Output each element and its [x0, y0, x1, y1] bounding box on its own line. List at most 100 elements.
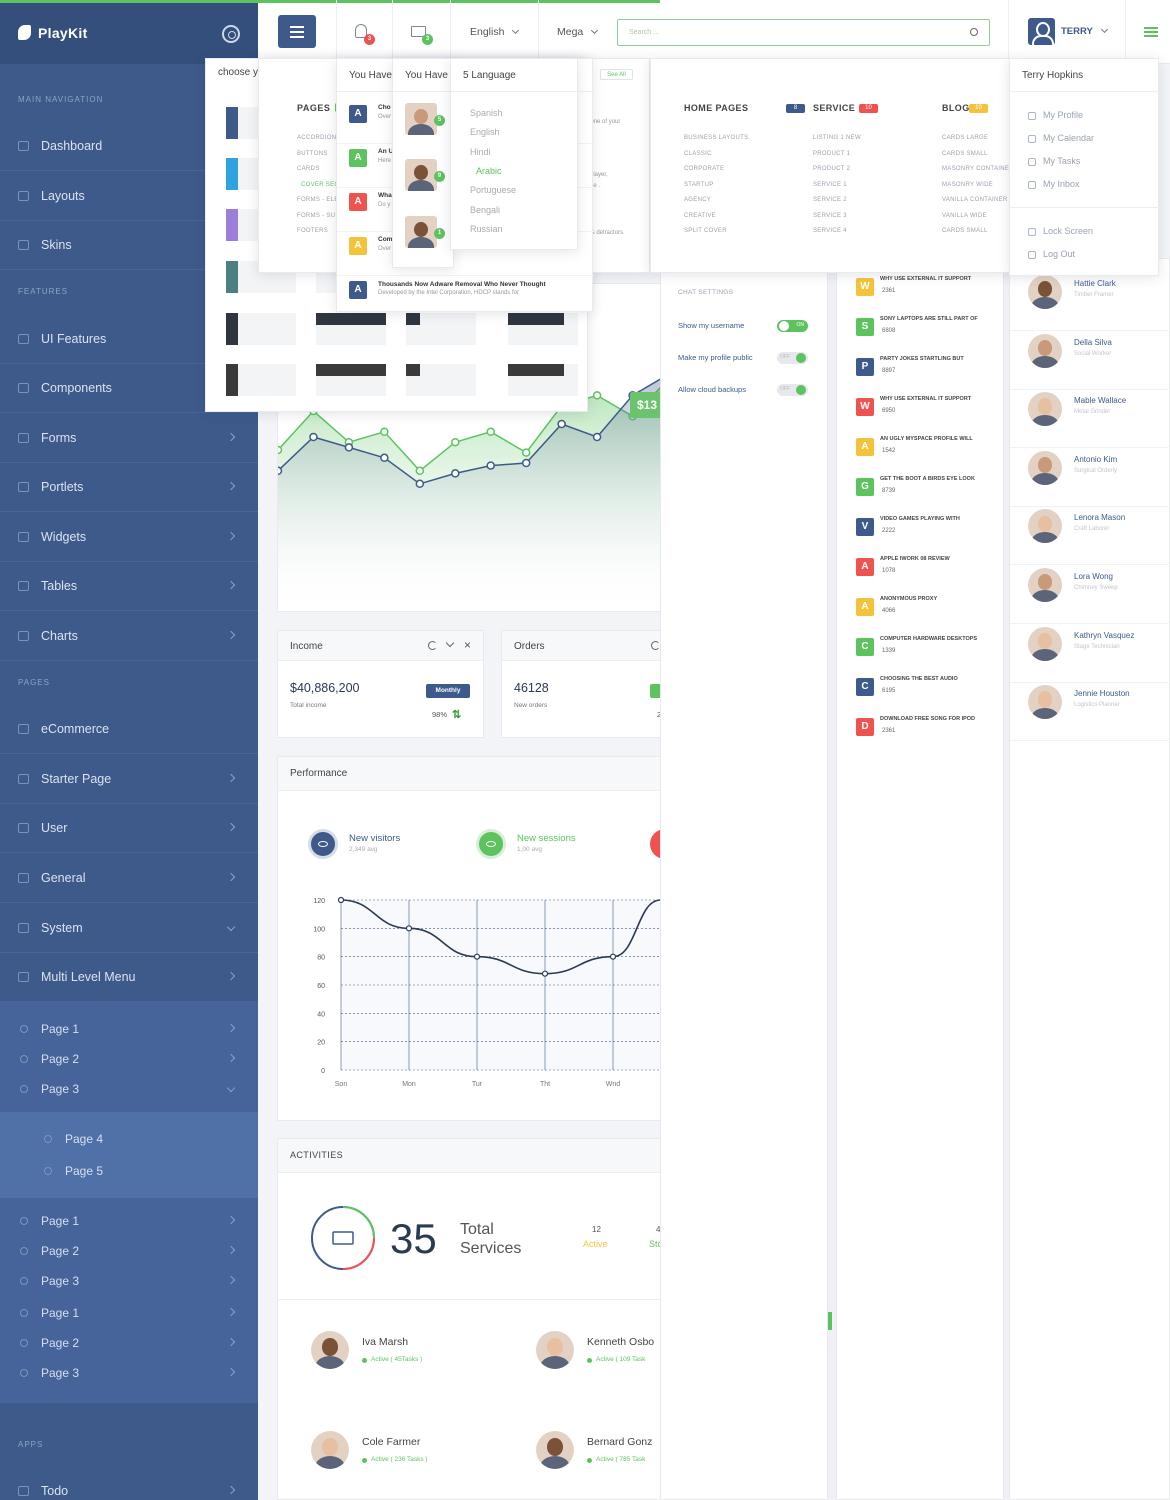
right-panel-toggle-icon[interactable]	[1144, 27, 1158, 37]
skin-option[interactable]	[406, 313, 476, 345]
language-option[interactable]: Russian	[470, 223, 503, 234]
submenu-item[interactable]: Page 3	[0, 1358, 258, 1388]
mega-pages-link[interactable]: FORMS - ELE	[297, 197, 339, 203]
see-all-button[interactable]: See All	[600, 69, 633, 80]
post-item[interactable]: A APPLE IWORK 08 REVIEW 1078	[837, 556, 1005, 592]
contact-item[interactable]: Lora Wong Chimney Sweep	[1010, 568, 1170, 624]
message-avatar[interactable]	[405, 216, 437, 248]
mega-menu-link[interactable]: CLASSIC	[684, 150, 712, 157]
contact-item[interactable]: Antonio Kim Surgical Orderly	[1010, 450, 1170, 507]
language-option[interactable]: Spanish	[470, 108, 503, 118]
sidebar-item-layouts[interactable]: Layouts	[0, 172, 258, 221]
nested-submenu-item[interactable]: Page 4	[0, 1124, 258, 1154]
contact-item[interactable]: Jennie Houston Logistics Planner	[1010, 685, 1170, 742]
sidebar-item-widgets[interactable]: Widgets	[0, 513, 258, 562]
skin-option[interactable]	[226, 313, 296, 345]
scroll-indicator[interactable]	[828, 1312, 832, 1330]
mega-pages-link[interactable]: FORMS - SU	[297, 212, 336, 219]
area-data-point[interactable]	[415, 479, 425, 489]
language-option[interactable]: English	[470, 127, 500, 138]
team-member[interactable]: Iva Marsh Active ( 45Tasks )	[311, 1331, 511, 1373]
mega-pages-link[interactable]: CARDS	[297, 166, 320, 172]
area-data-point[interactable]	[592, 432, 602, 442]
team-member[interactable]: Cole Farmer Active ( 236 Tasks )	[311, 1431, 511, 1473]
skin-option[interactable]	[316, 313, 386, 345]
area-data-point[interactable]	[486, 427, 495, 437]
submenu-item[interactable]: Page 1	[0, 1298, 258, 1328]
area-data-point[interactable]	[521, 458, 531, 468]
mega-menu-link[interactable]: SERVICE 1	[813, 181, 847, 188]
sidebar-item-portlets[interactable]: Portlets	[0, 463, 258, 512]
line-data-point[interactable]	[541, 970, 549, 977]
post-item[interactable]: W WHY USE EXTERNAL IT SUPPORT 6950	[837, 396, 1005, 432]
skin-option[interactable]	[226, 364, 296, 396]
post-item[interactable]: V VIDEO GAMES PLAYING WITH 2222	[837, 516, 1005, 552]
language-option[interactable]: Arabic	[476, 165, 502, 176]
collapse-icon[interactable]	[445, 638, 455, 648]
mega-pages-link[interactable]: FOOTERS	[297, 228, 329, 234]
toggle-switch[interactable]: OFF	[777, 384, 808, 396]
skin-option[interactable]	[508, 313, 578, 345]
mega-menu-link[interactable]: STARTUP	[684, 181, 714, 188]
brand-logo[interactable]: PlayKit	[18, 25, 88, 41]
post-item[interactable]: A AN UGLY MYSPACE PROFILE WILL 1542	[837, 436, 1005, 472]
language-option[interactable]: Portuguese	[470, 185, 517, 196]
sidebar-item-components[interactable]: Components	[0, 364, 258, 413]
close-icon[interactable]: ×	[463, 638, 471, 652]
post-item[interactable]: W WHY USE EXTERNAL IT SUPPORT 2361	[837, 276, 1005, 312]
mega-menu-link[interactable]: CARDS SMALL	[942, 150, 988, 157]
mega-menu-link[interactable]: CARDS LARGE	[942, 135, 989, 141]
submenu-item[interactable]: Page 1	[0, 1206, 258, 1236]
mega-menu-link[interactable]: SERVICE 4	[813, 228, 847, 234]
user-menu-item[interactable]: Lock Screen	[1028, 226, 1148, 240]
submenu-item[interactable]: Page 2	[0, 1328, 258, 1358]
submenu-item[interactable]: Page 2	[0, 1044, 258, 1074]
toggle-switch[interactable]: ON	[777, 320, 808, 332]
post-item[interactable]: S SONY LAPTOPS ARE STILL PART OF 6808	[837, 316, 1005, 352]
gear-icon[interactable]	[222, 25, 240, 43]
team-member[interactable]: Bernard Gonz Active ( 785 Task	[536, 1431, 736, 1473]
area-data-point[interactable]	[451, 469, 460, 478]
post-item[interactable]: P PARTY JOKES STARTLING BUT 8897	[837, 356, 1005, 392]
message-avatar[interactable]	[405, 103, 437, 135]
user-menu-item[interactable]: Log Out	[1028, 249, 1148, 263]
contact-item[interactable]: Mable Wallace Metal Grinder	[1010, 392, 1170, 449]
contact-item[interactable]: Lenora Mason Craft Laborer	[1010, 509, 1170, 566]
area-data-point[interactable]	[309, 432, 318, 442]
mega-menu-link[interactable]: CORPORATE	[684, 166, 725, 172]
refresh-icon[interactable]	[651, 641, 660, 650]
mega-menu-link[interactable]: SPLIT COVER	[684, 228, 727, 234]
sidebar-item-tables[interactable]: Tables	[0, 562, 258, 611]
submenu-item[interactable]: Page 1	[0, 1014, 258, 1044]
mega-pages-link[interactable]: ACCORDION	[297, 135, 337, 141]
language-dropdown-toggle[interactable]: English	[470, 26, 520, 38]
sidebar-item-skins[interactable]: Skins	[0, 221, 258, 270]
mega-menu-link[interactable]: VANILLA CONTAINER	[942, 197, 1008, 203]
sidebar-item-todo[interactable]: Todo	[0, 1467, 258, 1500]
user-avatar[interactable]	[1028, 18, 1055, 45]
contact-item[interactable]: Della Silva Social Worker	[1010, 333, 1170, 390]
skin-option[interactable]	[508, 364, 578, 396]
mega-menu-link[interactable]: MASONRY WIDE	[942, 181, 994, 188]
user-menu-item[interactable]: My Tasks	[1028, 156, 1148, 170]
refresh-icon[interactable]	[428, 641, 437, 650]
mega-menu-link[interactable]: PRODUCT 1	[813, 150, 851, 157]
area-data-point[interactable]	[380, 427, 389, 437]
mail-icon[interactable]	[411, 26, 426, 37]
menu-toggle-button[interactable]	[278, 15, 316, 48]
mega-menu-link[interactable]: LISTING 1 NEW	[813, 135, 861, 141]
sidebar-item-general[interactable]: General	[0, 854, 258, 903]
mega-menu-link[interactable]: CREATIVE	[684, 212, 716, 219]
notification-item[interactable]: A Com Over	[337, 236, 594, 277]
submenu-item[interactable]: Page 3	[0, 1266, 258, 1296]
mega-menu-link[interactable]: CARDS SMALL	[942, 228, 988, 234]
submenu-item[interactable]: Page 2	[0, 1236, 258, 1266]
mega-menu-link[interactable]: MASONRY CONTAINER	[942, 166, 1014, 172]
user-menu-item[interactable]: My Calendar	[1028, 133, 1148, 147]
post-item[interactable]: G GET THE BOOT A BIRDS EYE LOOK 8739	[837, 476, 1005, 512]
line-data-point[interactable]	[609, 953, 617, 960]
line-data-point[interactable]	[337, 896, 345, 904]
user-menu-toggle[interactable]: TERRY	[1061, 25, 1108, 37]
sidebar-item-starter-page[interactable]: Starter Page	[0, 755, 258, 804]
bell-icon[interactable]	[355, 24, 367, 38]
